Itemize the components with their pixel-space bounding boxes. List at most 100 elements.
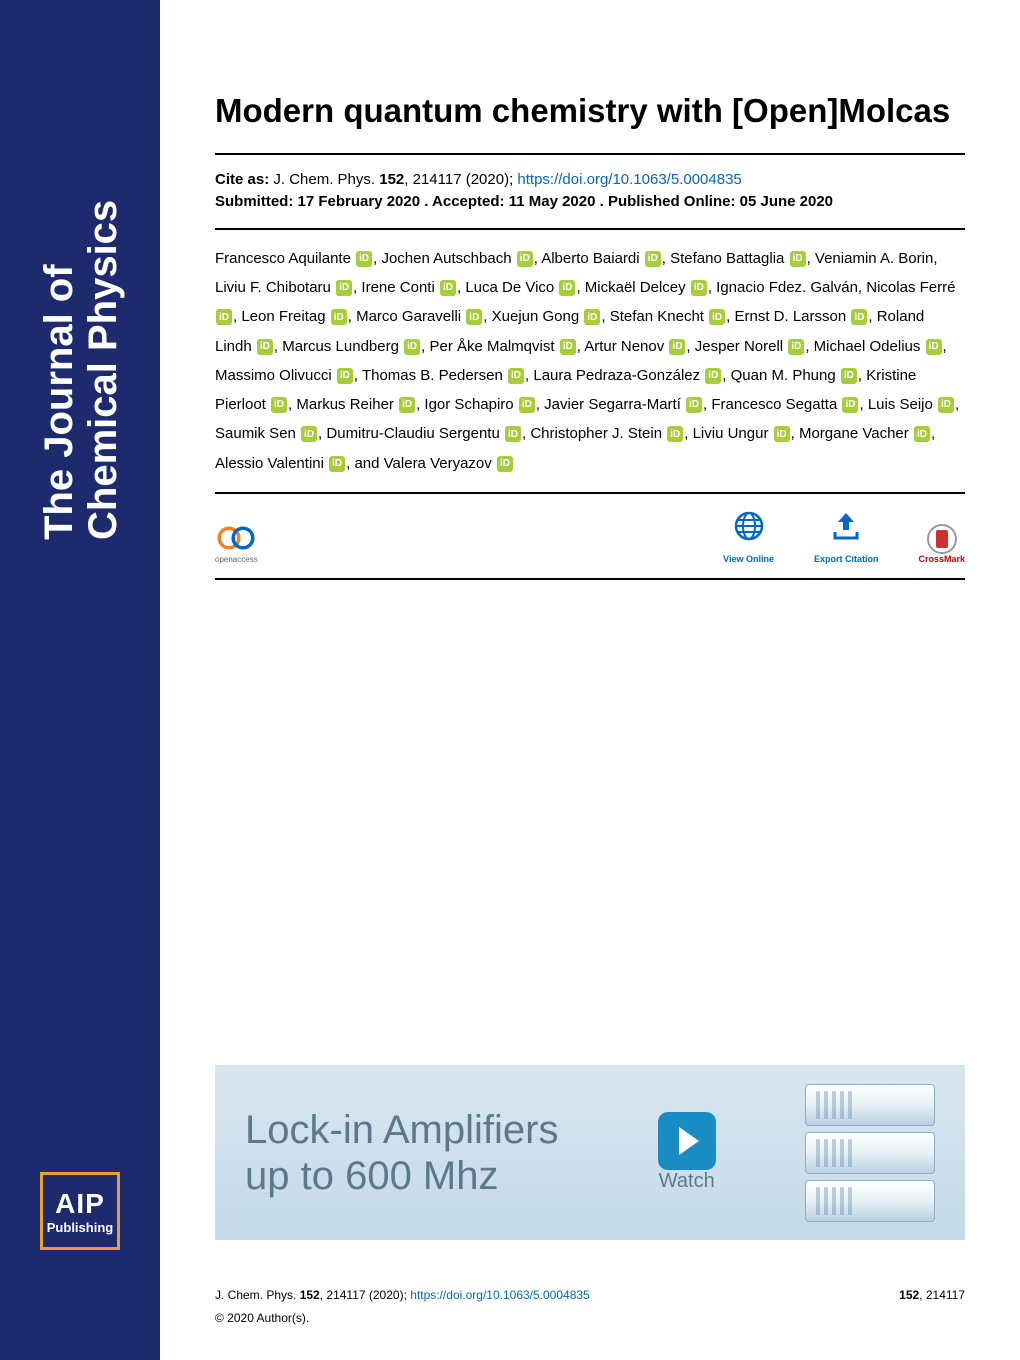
author-name[interactable]: Stefano Battaglia (670, 250, 784, 267)
author-name[interactable]: Christopher J. Stein (530, 425, 662, 442)
action-links: View Online Export Citation CrossMark (723, 510, 965, 564)
orcid-icon[interactable]: iD (440, 280, 456, 296)
orcid-icon[interactable]: iD (337, 368, 353, 384)
footer-doi-link[interactable]: https://doi.org/10.1063/5.0004835 (410, 1288, 589, 1302)
author-name[interactable]: Markus Reiher (296, 396, 394, 413)
journal-sidebar: The Journal of Chemical Physics AIP Publ… (0, 0, 160, 1360)
orcid-icon[interactable]: iD (841, 368, 857, 384)
author-name[interactable]: Luis Seijo (868, 396, 933, 413)
orcid-icon[interactable]: iD (519, 397, 535, 413)
author-name[interactable]: Valera Veryazov (384, 455, 492, 472)
author-name[interactable]: Francesco Aquilante (215, 250, 351, 267)
orcid-icon[interactable]: iD (336, 280, 352, 296)
author-name[interactable]: Igor Schapiro (424, 396, 513, 413)
orcid-icon[interactable]: iD (686, 397, 702, 413)
play-icon[interactable] (658, 1112, 716, 1170)
orcid-icon[interactable]: iD (331, 309, 347, 325)
orcid-icon[interactable]: iD (914, 426, 930, 442)
openaccess-icon (215, 523, 257, 553)
separator (215, 492, 965, 494)
orcid-icon[interactable]: iD (584, 309, 600, 325)
orcid-icon[interactable]: iD (399, 397, 415, 413)
author-name[interactable]: Saumik Sen (215, 425, 296, 442)
ad-line2: up to 600 Mhz (245, 1154, 499, 1198)
author-name[interactable]: Alberto Baiardi (541, 250, 639, 267)
publisher-abbrev: AIP (55, 1188, 105, 1220)
author-name[interactable]: Ignacio Fdez. Galván (716, 279, 858, 296)
author-name[interactable]: Marco Garavelli (356, 308, 461, 325)
author-name[interactable]: Liviu F. Chibotaru (215, 279, 331, 296)
author-name[interactable]: Massimo Olivucci (215, 367, 332, 384)
author-name[interactable]: Xuejun Gong (492, 308, 580, 325)
submission-dates: Submitted: 17 February 2020 . Accepted: … (215, 191, 965, 214)
author-name[interactable]: Morgane Vacher (799, 425, 909, 442)
orcid-icon[interactable]: iD (404, 339, 420, 355)
author-name[interactable]: Artur Nenov (584, 338, 664, 355)
author-name[interactable]: Javier Segarra-Martí (544, 396, 681, 413)
separator (215, 578, 965, 580)
publisher-logo: AIP Publishing (40, 1172, 120, 1250)
orcid-icon[interactable]: iD (691, 280, 707, 296)
separator (215, 228, 965, 230)
orcid-icon[interactable]: iD (497, 456, 513, 472)
orcid-icon[interactable]: iD (560, 339, 576, 355)
orcid-icon[interactable]: iD (926, 339, 942, 355)
cite-label: Cite as: (215, 171, 269, 188)
orcid-icon[interactable]: iD (517, 251, 533, 267)
view-online-label: View Online (723, 554, 774, 564)
orcid-icon[interactable]: iD (356, 251, 372, 267)
orcid-icon[interactable]: iD (938, 397, 954, 413)
doi-link[interactable]: https://doi.org/10.1063/5.0004835 (517, 171, 741, 188)
orcid-icon[interactable]: iD (559, 280, 575, 296)
orcid-icon[interactable]: iD (669, 339, 685, 355)
author-name[interactable]: Leon Freitag (241, 308, 325, 325)
watch-label: Watch (659, 1170, 715, 1193)
author-name[interactable]: Jochen Autschbach (381, 250, 511, 267)
author-name[interactable]: Laura Pedraza-González (533, 367, 700, 384)
author-name[interactable]: Alessio Valentini (215, 455, 324, 472)
globe-icon (733, 510, 765, 550)
orcid-icon[interactable]: iD (505, 426, 521, 442)
publisher-sub: Publishing (47, 1220, 113, 1235)
orcid-icon[interactable]: iD (466, 309, 482, 325)
author-name[interactable]: Veniamin A. Borin (815, 250, 933, 267)
author-name[interactable]: Irene Conti (361, 279, 434, 296)
author-name[interactable]: Quan M. Phung (731, 367, 836, 384)
orcid-icon[interactable]: iD (271, 397, 287, 413)
crossmark-link[interactable]: CrossMark (918, 524, 965, 564)
orcid-icon[interactable]: iD (774, 426, 790, 442)
orcid-icon[interactable]: iD (216, 309, 232, 325)
author-name[interactable]: Marcus Lundberg (282, 338, 399, 355)
author-name[interactable]: Thomas B. Pedersen (362, 367, 503, 384)
orcid-icon[interactable]: iD (508, 368, 524, 384)
orcid-icon[interactable]: iD (842, 397, 858, 413)
orcid-icon[interactable]: iD (645, 251, 661, 267)
author-name[interactable]: Per Åke Malmqvist (429, 338, 554, 355)
cite-volume: 152 (379, 171, 404, 188)
orcid-icon[interactable]: iD (790, 251, 806, 267)
author-name[interactable]: Liviu Ungur (693, 425, 769, 442)
author-name[interactable]: Mickaël Delcey (585, 279, 686, 296)
author-name[interactable]: Francesco Segatta (711, 396, 837, 413)
author-name[interactable]: Dumitru-Claudiu Sergentu (326, 425, 499, 442)
article-title: Modern quantum chemistry with [Open]Molc… (215, 90, 965, 133)
author-name[interactable]: Luca De Vico (465, 279, 554, 296)
author-name[interactable]: Nicolas Ferré (866, 279, 955, 296)
author-name[interactable]: Michael Odelius (814, 338, 921, 355)
orcid-icon[interactable]: iD (329, 456, 345, 472)
orcid-icon[interactable]: iD (301, 426, 317, 442)
view-online-link[interactable]: View Online (723, 510, 774, 564)
ad-banner[interactable]: Lock-in Amplifiers up to 600 Mhz Watch (215, 1065, 965, 1240)
orcid-icon[interactable]: iD (851, 309, 867, 325)
author-name[interactable]: Stefan Knecht (610, 308, 704, 325)
author-name[interactable]: Jesper Norell (695, 338, 783, 355)
footer-right-vol: 152 (899, 1288, 919, 1302)
orcid-icon[interactable]: iD (667, 426, 683, 442)
author-name[interactable]: Ernst D. Larsson (734, 308, 846, 325)
export-citation-link[interactable]: Export Citation (814, 510, 879, 564)
ad-watch-group: Watch (658, 1112, 716, 1193)
orcid-icon[interactable]: iD (709, 309, 725, 325)
orcid-icon[interactable]: iD (257, 339, 273, 355)
orcid-icon[interactable]: iD (705, 368, 721, 384)
orcid-icon[interactable]: iD (788, 339, 804, 355)
